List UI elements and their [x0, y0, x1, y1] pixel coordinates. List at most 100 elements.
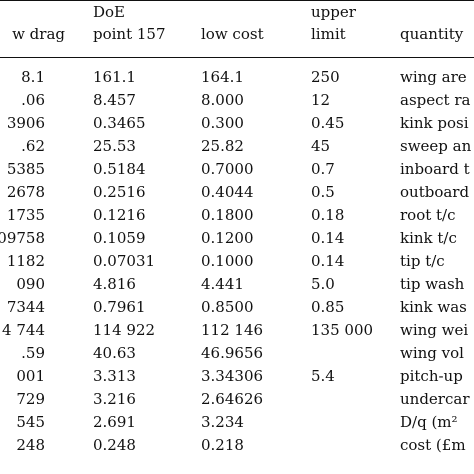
- cell-low-drag: 001: [16, 367, 45, 385]
- cell-low-drag: .06: [21, 91, 45, 109]
- cell-low-cost: 0.1800: [201, 206, 254, 224]
- cell-upper-limit: 12: [311, 91, 331, 109]
- cell-doe-point-157: 0.7961: [93, 298, 146, 316]
- header-col3-line2: limit: [311, 25, 346, 43]
- cell-low-cost: 0.1000: [201, 252, 254, 270]
- cell-low-cost: 0.8500: [201, 298, 254, 316]
- cell-doe-point-157: 0.07031: [93, 252, 156, 270]
- cell-low-cost: 164.1: [201, 68, 244, 86]
- cell-low-cost: 46.9656: [201, 344, 264, 362]
- cell-low-drag: 545: [16, 413, 45, 431]
- cell-low-drag: 1182: [6, 252, 45, 270]
- cell-quantity: wing vol: [400, 344, 464, 362]
- header-col0: w drag: [12, 25, 65, 43]
- cell-low-drag: 09758: [0, 229, 45, 247]
- cell-low-cost: 2.64626: [201, 390, 264, 408]
- cell-doe-point-157: 0.248: [93, 436, 136, 454]
- header-rule: [0, 57, 474, 58]
- cell-low-cost: 112 146: [201, 321, 264, 339]
- cell-quantity: root t/c: [400, 206, 456, 224]
- cell-upper-limit: 0.45: [311, 114, 345, 132]
- table-row: 729 3.216 2.64626 undercar: [0, 388, 474, 410]
- cell-low-cost: 0.218: [201, 436, 244, 454]
- cell-upper-limit: 0.14: [311, 252, 345, 270]
- table-row: 3906 0.3465 0.300 0.45 kink posi: [0, 112, 474, 134]
- cell-low-drag: 248: [16, 436, 45, 454]
- table-row: 545 2.691 3.234 D/q (m²: [0, 411, 474, 433]
- cell-quantity: pitch-up: [400, 367, 463, 385]
- cell-low-drag: 7344: [6, 298, 45, 316]
- cell-doe-point-157: 8.457: [93, 91, 136, 109]
- table-row: 8.1 161.1 164.1 250 wing are: [0, 66, 474, 88]
- cell-quantity: wing are: [400, 68, 467, 86]
- header-col1-line1: DoE: [93, 3, 126, 21]
- cell-quantity: tip t/c: [400, 252, 445, 270]
- cell-doe-point-157: 0.5184: [93, 160, 146, 178]
- cell-quantity: tip wash: [400, 275, 465, 293]
- cell-upper-limit: 5.4: [311, 367, 335, 385]
- header-col1-line2: point 157: [93, 25, 166, 43]
- cell-low-drag: 4 744: [2, 321, 45, 339]
- cell-low-cost: 3.34306: [201, 367, 264, 385]
- cell-low-cost: 0.300: [201, 114, 244, 132]
- header-col2: low cost: [201, 25, 264, 43]
- cell-quantity: undercar: [400, 390, 470, 408]
- cell-low-drag: 5385: [6, 160, 45, 178]
- table-row: .06 8.457 8.000 12 aspect ra: [0, 89, 474, 111]
- cell-upper-limit: 0.18: [311, 206, 345, 224]
- cell-doe-point-157: 0.1059: [93, 229, 146, 247]
- cell-low-drag: 1735: [6, 206, 45, 224]
- cell-low-cost: 3.234: [201, 413, 244, 431]
- table-row: .59 40.63 46.9656 wing vol: [0, 342, 474, 364]
- table-row: 090 4.816 4.441 5.0 tip wash: [0, 273, 474, 295]
- cell-quantity: kink posi: [400, 114, 469, 132]
- cell-upper-limit: 0.14: [311, 229, 345, 247]
- cell-quantity: cost (£m: [400, 436, 466, 454]
- cell-low-cost: 4.441: [201, 275, 244, 293]
- table-row: 248 0.248 0.218 cost (£m: [0, 434, 474, 456]
- cell-doe-point-157: 2.691: [93, 413, 136, 431]
- table-row: 2678 0.2516 0.4044 0.5 outboard: [0, 181, 474, 203]
- cell-doe-point-157: 4.816: [93, 275, 136, 293]
- cell-low-drag: .59: [21, 344, 45, 362]
- cell-quantity: aspect ra: [400, 91, 471, 109]
- cell-low-cost: 0.4044: [201, 183, 254, 201]
- cell-low-drag: 090: [16, 275, 45, 293]
- cell-low-drag: 729: [16, 390, 45, 408]
- cell-doe-point-157: 3.216: [93, 390, 136, 408]
- cell-quantity: sweep an: [400, 137, 472, 155]
- cell-quantity: wing wei: [400, 321, 469, 339]
- cell-quantity: D/q (m²: [400, 413, 458, 431]
- cell-upper-limit: 45: [311, 137, 331, 155]
- cell-low-drag: 8.1: [21, 68, 45, 86]
- cell-low-cost: 25.82: [201, 137, 244, 155]
- cell-doe-point-157: 114 922: [93, 321, 156, 339]
- header-col3-line1: upper: [311, 3, 356, 21]
- cell-upper-limit: 250: [311, 68, 340, 86]
- table-row: 09758 0.1059 0.1200 0.14 kink t/c: [0, 227, 474, 249]
- cell-upper-limit: 0.5: [311, 183, 335, 201]
- cell-low-cost: 8.000: [201, 91, 244, 109]
- table-row: 001 3.313 3.34306 5.4 pitch-up: [0, 365, 474, 387]
- cell-doe-point-157: 0.2516: [93, 183, 146, 201]
- cell-upper-limit: 5.0: [311, 275, 335, 293]
- cell-doe-point-157: 0.3465: [93, 114, 146, 132]
- header-col4: quantity: [400, 25, 464, 43]
- cell-quantity: outboard: [400, 183, 470, 201]
- cell-quantity: inboard t: [400, 160, 470, 178]
- table-row: 1735 0.1216 0.1800 0.18 root t/c: [0, 204, 474, 226]
- cell-doe-point-157: 25.53: [93, 137, 136, 155]
- table-row: 1182 0.07031 0.1000 0.14 tip t/c: [0, 250, 474, 272]
- cell-quantity: kink was: [400, 298, 467, 316]
- cell-upper-limit: 0.85: [311, 298, 345, 316]
- cell-quantity: kink t/c: [400, 229, 457, 247]
- cell-low-drag: 3906: [6, 114, 45, 132]
- table-row: 7344 0.7961 0.8500 0.85 kink was: [0, 296, 474, 318]
- cell-upper-limit: 135 000: [311, 321, 374, 339]
- cell-low-drag: 2678: [6, 183, 45, 201]
- cell-low-cost: 0.1200: [201, 229, 254, 247]
- cell-doe-point-157: 0.1216: [93, 206, 146, 224]
- table-row: .62 25.53 25.82 45 sweep an: [0, 135, 474, 157]
- cell-doe-point-157: 3.313: [93, 367, 136, 385]
